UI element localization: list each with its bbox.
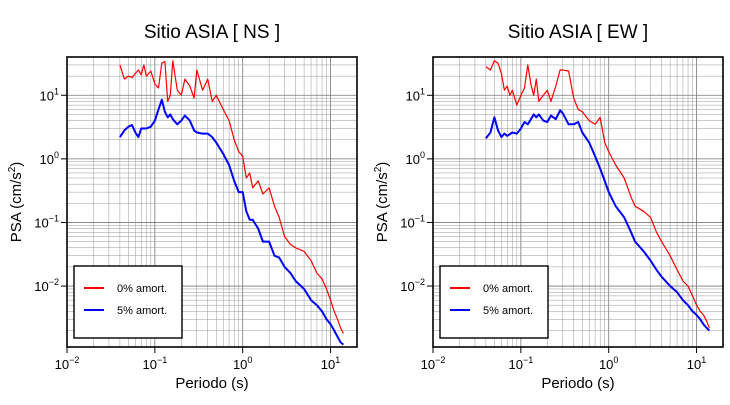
- plot-frame: [432, 56, 724, 348]
- chart-panel-1: 10−2 10−1 100 101 10−2 10−1 100 101 Sitio ASIA […: [7, 22, 358, 392]
- x-tick-label: 10−1: [142, 355, 167, 372]
- y-tick-label: 101: [40, 86, 59, 103]
- legend-box: [73, 265, 183, 339]
- legend-label: 0% amort.: [117, 283, 167, 295]
- x-axis-label: Periodo (s): [541, 375, 614, 392]
- plot-frame: [66, 56, 358, 348]
- y-tick-label: 10−2: [34, 277, 59, 294]
- y-tick-label: 10−2: [400, 277, 425, 294]
- chart-title: Sitio ASIA [ EW ]: [508, 22, 648, 43]
- x-tick-label: 101: [687, 355, 706, 372]
- y-tick-label: 100: [406, 150, 425, 167]
- series-line-damping-5: [485, 109, 711, 332]
- legend-label: 5% amort.: [483, 305, 533, 317]
- series-line-damping-0: [485, 60, 710, 329]
- chart-title: Sitio ASIA [ NS ]: [144, 22, 280, 43]
- x-tick-label: 100: [233, 355, 252, 372]
- y-axis-label: PSA (cm/s2): [7, 162, 25, 243]
- legend: 0% amort. 5% amort.: [73, 265, 183, 339]
- series-line-damping-0: [119, 60, 344, 334]
- y-tick-label: 10−1: [400, 213, 425, 230]
- x-tick-label: 10−1: [508, 355, 533, 372]
- tick-marks: [427, 94, 698, 353]
- y-tick-label: 10−1: [34, 213, 59, 230]
- y-axis-label: PSA (cm/s2): [373, 162, 391, 243]
- legend-label: 0% amort.: [483, 283, 533, 295]
- y-tick-label: 101: [406, 86, 425, 103]
- x-tick-label: 10−2: [421, 355, 446, 372]
- x-axis-label: Periodo (s): [175, 375, 248, 392]
- legend: 0% amort. 5% amort.: [439, 265, 549, 339]
- x-tick-label: 10−2: [55, 355, 80, 372]
- y-tick-label: 100: [40, 150, 59, 167]
- tick-marks: [61, 94, 332, 353]
- x-tick-label: 100: [599, 355, 618, 372]
- x-tick-label: 101: [321, 355, 340, 372]
- legend-label: 5% amort.: [117, 305, 167, 317]
- legend-box: [439, 265, 549, 339]
- series-line-damping-5: [119, 98, 345, 346]
- chart-panel-2: 10−2 10−1 100 101 10−2 10−1 100 101 Sitio ASIA […: [373, 22, 724, 392]
